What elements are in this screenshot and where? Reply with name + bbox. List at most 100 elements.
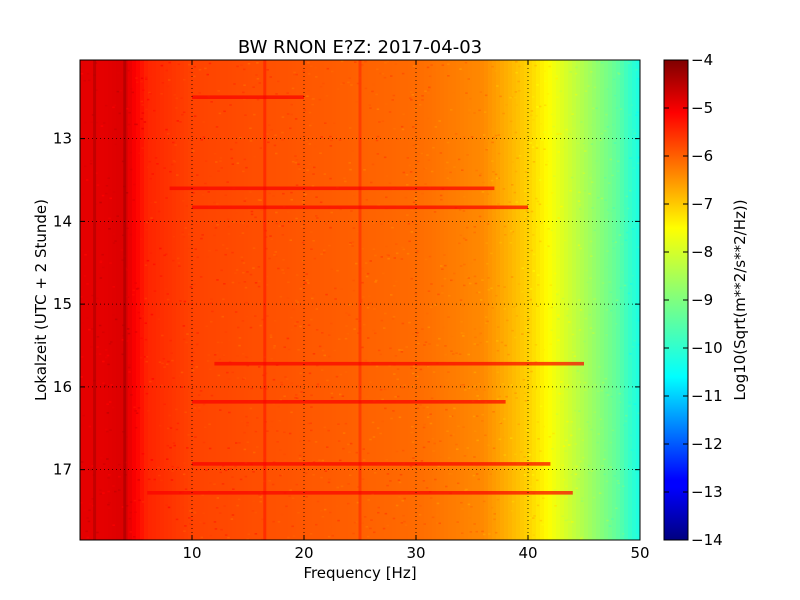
noise-speckle: [81, 193, 85, 196]
noise-speckle: [247, 62, 251, 65]
noise-speckle: [96, 184, 100, 186]
noise-speckle: [499, 241, 502, 244]
noise-speckle: [347, 502, 350, 505]
noise-speckle: [416, 145, 419, 148]
noise-speckle: [243, 84, 246, 86]
noise-speckle: [99, 261, 103, 264]
noise-speckle: [186, 447, 189, 449]
noise-speckle: [298, 454, 302, 457]
noise-speckle: [406, 184, 409, 186]
noise-speckle: [370, 519, 373, 521]
noise-speckle: [600, 197, 604, 200]
spectrum-column: [100, 60, 105, 540]
noise-speckle: [581, 432, 584, 435]
noise-speckle: [323, 354, 326, 357]
noise-speckle: [593, 411, 597, 413]
noise-speckle: [128, 371, 131, 373]
noise-speckle: [566, 420, 569, 423]
noise-speckle: [304, 193, 307, 196]
noise-speckle: [491, 141, 494, 144]
noise-speckle: [222, 465, 225, 467]
noise-speckle: [587, 464, 591, 467]
noise-speckle: [161, 82, 165, 84]
noise-speckle: [400, 125, 404, 128]
noise-speckle: [574, 72, 578, 75]
noise-speckle: [408, 321, 411, 324]
noise-speckle: [575, 487, 578, 490]
noise-speckle: [558, 392, 561, 395]
noise-speckle: [525, 210, 529, 212]
noise-speckle: [462, 426, 465, 428]
noise-speckle: [624, 287, 627, 290]
noise-speckle: [179, 300, 182, 302]
noise-speckle: [246, 441, 250, 443]
noise-speckle: [209, 302, 213, 305]
noise-speckle: [270, 358, 273, 360]
noise-speckle: [384, 312, 387, 315]
noise-speckle: [448, 179, 452, 181]
noise-speckle: [608, 281, 611, 283]
noise-speckle: [452, 92, 455, 94]
noise-speckle: [475, 473, 479, 475]
noise-speckle: [635, 68, 638, 71]
noise-speckle: [555, 77, 558, 80]
noise-speckle: [534, 387, 538, 390]
noise-speckle: [256, 62, 259, 64]
noise-speckle: [201, 234, 204, 236]
noise-speckle: [430, 283, 433, 285]
noise-speckle: [532, 96, 535, 98]
noise-speckle: [355, 262, 358, 265]
noise-speckle: [612, 207, 616, 209]
noise-speckle: [414, 452, 417, 455]
noise-speckle: [126, 296, 130, 298]
noise-speckle: [514, 170, 518, 173]
noise-speckle: [623, 424, 626, 426]
noise-speckle: [311, 465, 315, 468]
noise-speckle: [286, 113, 290, 115]
noise-speckle: [532, 119, 535, 121]
noise-speckle: [421, 328, 424, 330]
noise-speckle: [497, 203, 500, 205]
noise-speckle: [625, 195, 629, 198]
noise-speckle: [281, 225, 284, 227]
noise-speckle: [324, 223, 328, 225]
noise-speckle: [548, 65, 551, 68]
noise-speckle: [484, 434, 487, 437]
noise-speckle: [447, 371, 450, 373]
noise-speckle: [434, 304, 437, 306]
noise-speckle: [575, 128, 579, 131]
noise-speckle: [577, 200, 581, 202]
noise-speckle: [99, 201, 102, 204]
noise-speckle: [549, 284, 553, 286]
noise-speckle: [533, 216, 536, 219]
noise-speckle: [230, 148, 233, 151]
noise-speckle: [136, 81, 139, 83]
noise-speckle: [606, 88, 609, 90]
noise-speckle: [273, 345, 276, 347]
noise-speckle: [557, 318, 560, 320]
noise-speckle: [476, 395, 479, 397]
noise-speckle: [431, 516, 435, 519]
noise-speckle: [405, 346, 408, 348]
noise-speckle: [190, 302, 194, 305]
noise-speckle: [542, 497, 545, 499]
noise-speckle: [412, 457, 415, 459]
noise-speckle: [267, 141, 270, 144]
noise-speckle: [613, 142, 617, 144]
spectrum-column: [112, 60, 117, 540]
spectrum-column: [312, 60, 317, 540]
noise-speckle: [268, 257, 271, 260]
noise-speckle: [489, 473, 492, 475]
noise-speckle: [184, 411, 187, 414]
noise-speckle: [105, 185, 109, 187]
spectrum-column: [436, 60, 441, 540]
noise-speckle: [328, 334, 331, 336]
noise-speckle: [150, 217, 153, 219]
noise-speckle: [567, 503, 570, 506]
noise-speckle: [108, 401, 112, 403]
noise-speckle: [473, 523, 476, 525]
noise-speckle: [193, 510, 196, 513]
spectrum-column: [572, 60, 577, 540]
noise-speckle: [320, 369, 324, 371]
noise-speckle: [198, 68, 202, 71]
